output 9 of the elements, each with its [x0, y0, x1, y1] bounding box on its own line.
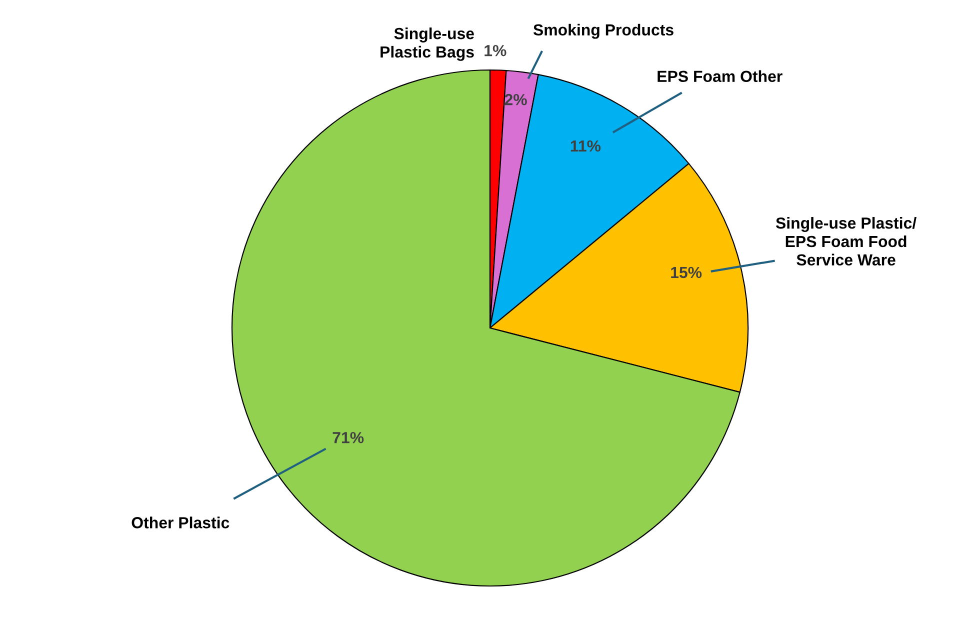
- data-label: 11%: [570, 140, 601, 152]
- data-label: 15%: [671, 266, 702, 278]
- slice-label: EPS Foam Other: [658, 70, 782, 82]
- slice-label: Single-use Plastic/ EPS Foam Food Service Ware: [776, 217, 916, 266]
- slice-label: Other Plastic: [132, 516, 230, 528]
- slice-label: Single-use Plastic Bags: [380, 28, 474, 61]
- data-label: 71%: [332, 432, 364, 444]
- data-label: 1%: [484, 44, 506, 56]
- slice-label: Smoking Products: [533, 24, 674, 39]
